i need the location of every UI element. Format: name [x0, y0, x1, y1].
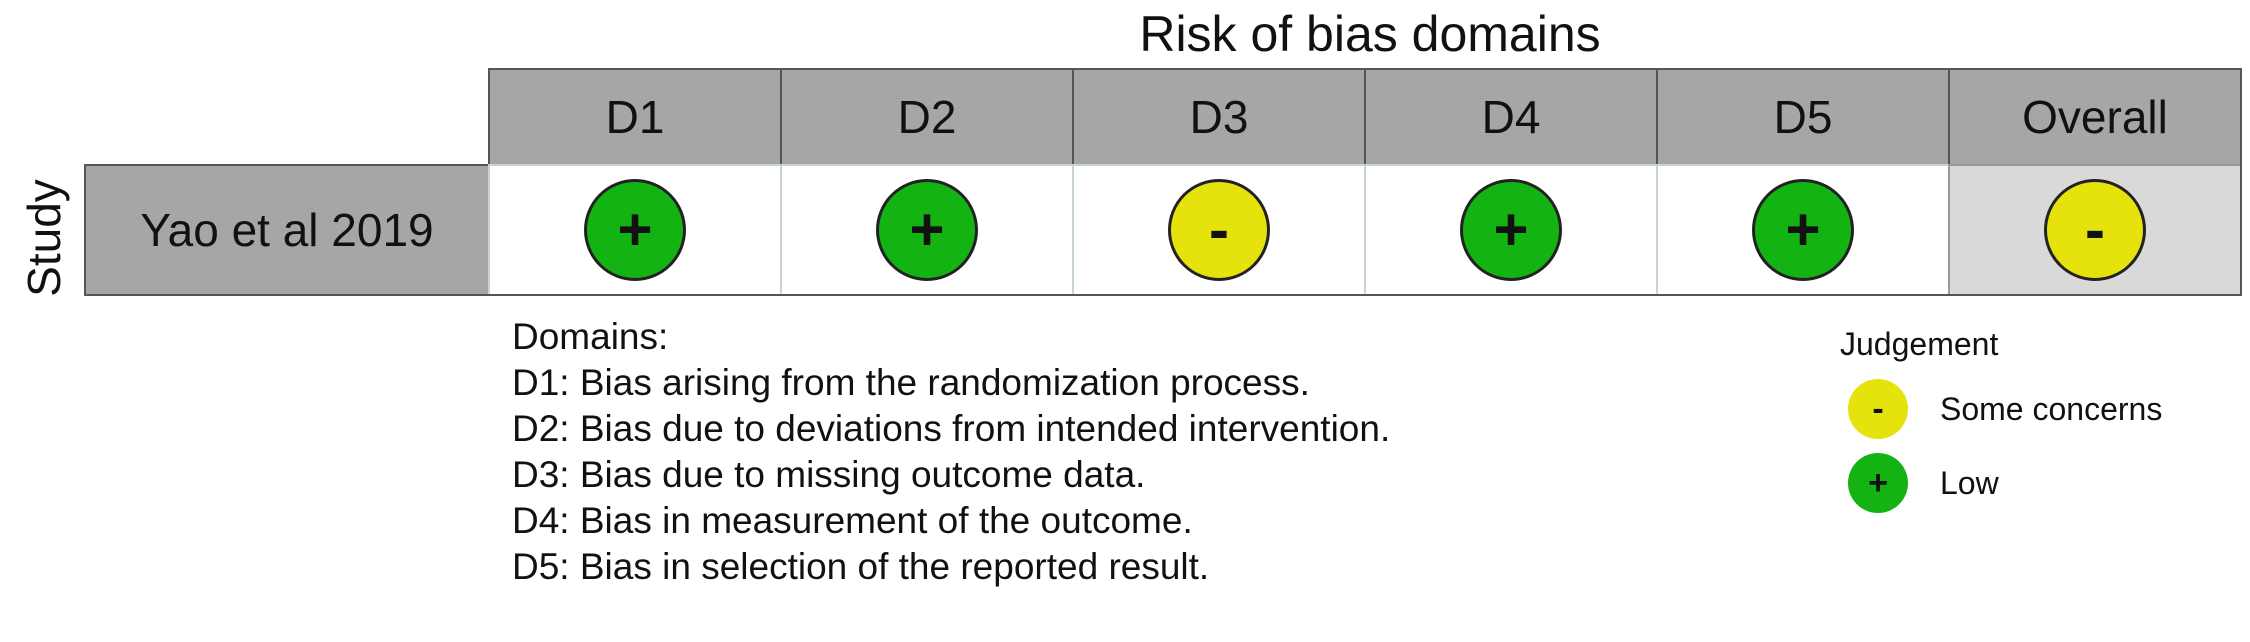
domains-legend-heading: Domains:: [512, 316, 669, 357]
low-risk-icon: +: [1752, 179, 1854, 281]
judgement-legend: Judgement - Some concerns + Low: [1836, 322, 2162, 514]
legend-label-some-concerns: Some concerns: [1940, 390, 2163, 427]
low-risk-icon: +: [584, 179, 686, 281]
judgement-cell-d3: -: [1072, 164, 1364, 294]
legend-item-some-concerns: - Some concerns: [1836, 378, 2162, 440]
table-corner: [84, 68, 488, 164]
domain-description-d2: D2: Bias due to deviations from intended…: [512, 408, 1391, 449]
domains-legend: Domains: D1: Bias arising from the rando…: [512, 314, 1390, 590]
chart-title: Risk of bias domains: [1139, 6, 1601, 62]
legend-item-low: + Low: [1836, 452, 2162, 514]
column-header-d1: D1: [488, 68, 780, 164]
domain-description-d1: D1: Bias arising from the randomization …: [512, 362, 1310, 403]
some-concerns-icon: -: [1168, 179, 1270, 281]
column-header-d5: D5: [1656, 68, 1948, 164]
judgement-cell-overall: -: [1948, 164, 2240, 294]
study-axis-text: Study: [18, 179, 70, 297]
judgement-cell-d1: +: [488, 164, 780, 294]
low-risk-icon: +: [1460, 179, 1562, 281]
some-concerns-icon: -: [1848, 379, 1908, 439]
domain-description-d5: D5: Bias in selection of the reported re…: [512, 546, 1210, 587]
column-header-overall: Overall: [1948, 68, 2240, 164]
low-risk-icon: +: [876, 179, 978, 281]
risk-of-bias-table: D1 D2 D3 D4 D5 Overall Yao et al 2019 + …: [84, 68, 2242, 296]
some-concerns-icon: -: [2044, 179, 2146, 281]
domain-description-d4: D4: Bias in measurement of the outcome.: [512, 500, 1193, 541]
column-header-d3: D3: [1072, 68, 1364, 164]
study-name: Yao et al 2019: [84, 164, 488, 294]
judgement-cell-d2: +: [780, 164, 1072, 294]
low-risk-icon: +: [1848, 453, 1908, 513]
judgement-cell-d5: +: [1656, 164, 1948, 294]
judgement-legend-title: Judgement: [1840, 326, 1999, 362]
judgement-cell-d4: +: [1364, 164, 1656, 294]
column-header-d4: D4: [1364, 68, 1656, 164]
column-header-d2: D2: [780, 68, 1072, 164]
legend-label-low: Low: [1940, 464, 1999, 501]
domain-description-d3: D3: Bias due to missing outcome data.: [512, 454, 1146, 495]
